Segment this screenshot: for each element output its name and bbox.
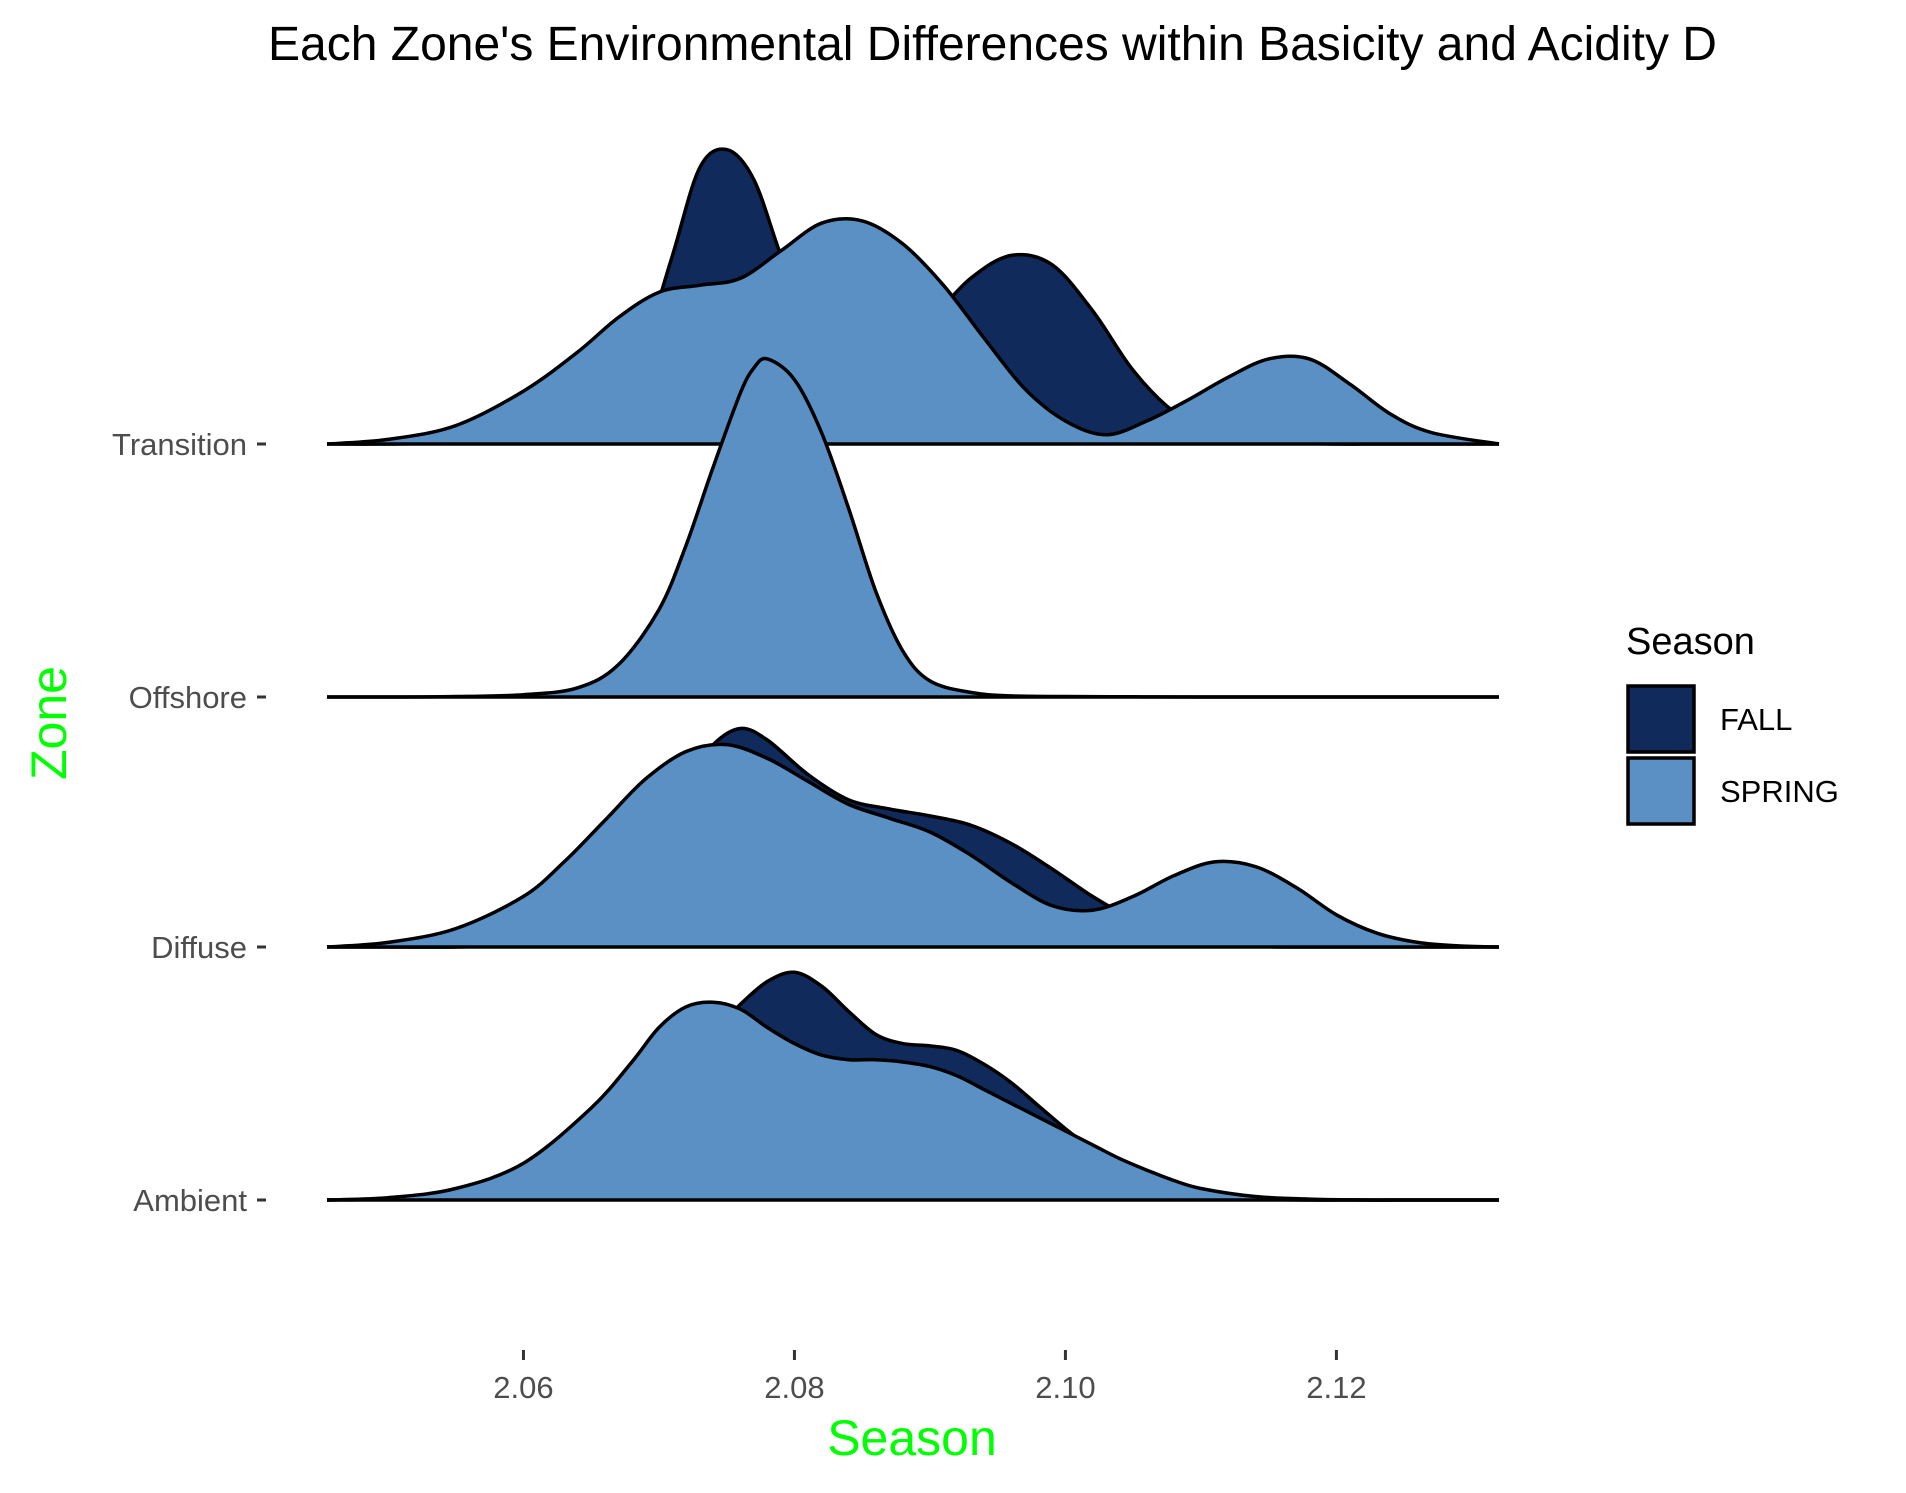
legend-swatch-fall [1626, 684, 1696, 754]
x-tick-label-2.06: 2.06 [493, 1370, 553, 1405]
y-tick-label-diffuse: Diffuse [151, 930, 247, 965]
ridge-transition-spring-area [327, 218, 1499, 444]
chart-title: Each Zone's Environmental Differences wi… [268, 18, 1717, 71]
x-tick-label-2.10: 2.10 [1035, 1370, 1095, 1405]
y-tick-label-offshore: Offshore [129, 680, 247, 715]
ridge-ambient-spring-area [327, 1002, 1499, 1201]
y-tick-label-ambient: Ambient [133, 1183, 247, 1218]
x-axis-title: Season [827, 1410, 997, 1466]
ridge-diffuse-spring-outline [326, 742, 1500, 949]
ridge-transition-spring-outline [326, 217, 1500, 446]
legend-label-fall: FALL [1720, 702, 1792, 737]
legend-label-spring: SPRING [1720, 774, 1839, 809]
x-tick-label-2.08: 2.08 [764, 1370, 824, 1405]
ridges-group [326, 147, 1500, 1202]
y-tick-label-transition: Transition [112, 427, 247, 462]
y-axis-title: Zone [21, 666, 77, 780]
legend-swatch-spring [1626, 756, 1696, 826]
ridge-diffuse-spring-area [327, 744, 1499, 947]
ridge-ambient-spring-outline [326, 1000, 1499, 1202]
y-axis: Ambient Diffuse Offshore Transition [112, 427, 266, 1218]
x-axis: 2.06 2.08 2.10 2.12 [493, 1350, 1367, 1405]
legend-title: Season [1626, 621, 1755, 663]
x-tick-label-2.12: 2.12 [1306, 1370, 1366, 1405]
legend: Season FALL SPRING [1626, 621, 1839, 826]
